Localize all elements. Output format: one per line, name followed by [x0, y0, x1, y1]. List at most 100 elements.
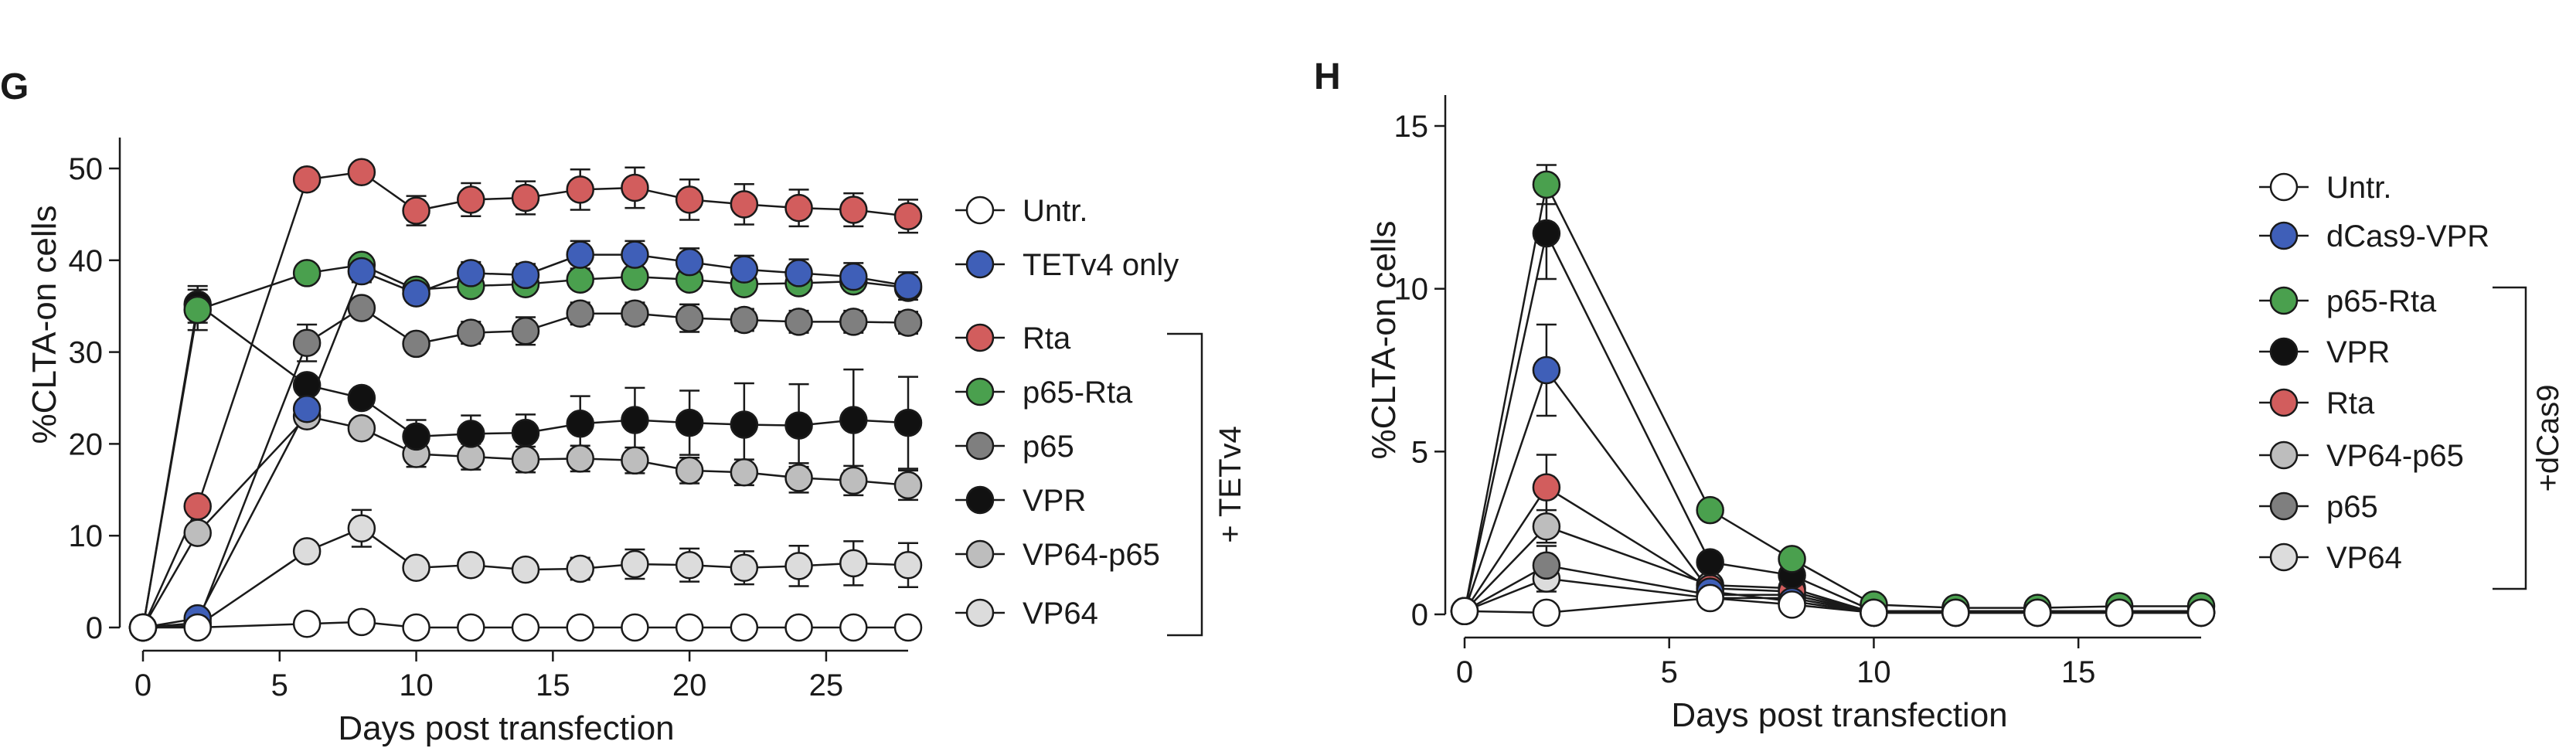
data-point [675, 247, 704, 277]
series-line [1464, 525, 2201, 614]
data-point [1532, 598, 1561, 627]
data-point [621, 549, 649, 579]
data-point [730, 305, 759, 335]
y-tick-label: 50 [69, 152, 104, 186]
data-point [566, 299, 594, 328]
group-label: +dCas9 [2531, 385, 2565, 492]
panel-h: H %CLTA-on cells Days post transfection … [1314, 56, 2565, 734]
data-point [402, 279, 430, 308]
legend-marker [965, 539, 995, 569]
data-point [621, 446, 649, 475]
data-point [183, 295, 212, 325]
legend-marker [2269, 542, 2299, 572]
data-point [183, 613, 212, 642]
data-point [347, 383, 376, 413]
data-point [2023, 598, 2052, 627]
legend-marker [965, 323, 995, 352]
y-axis-label: %CLTA-on cells [26, 206, 63, 444]
x-tick-label: 10 [399, 668, 434, 702]
legend-marker [965, 485, 995, 515]
data-point [839, 262, 868, 291]
y-tick-label: 0 [86, 611, 103, 645]
x-tick-label: 15 [536, 668, 570, 702]
y-tick-label: 30 [69, 336, 104, 370]
data-point [457, 613, 485, 642]
x-tick-label: 5 [1661, 655, 1678, 689]
data-point [457, 259, 485, 287]
legend-label: Rta [2326, 386, 2375, 420]
legend-label: p65-Rta [1023, 376, 1133, 410]
plot-area [1450, 164, 2216, 627]
axes: 0 5 10 15 0 5 10 15 [1394, 95, 2201, 689]
legend-label: VP64 [2326, 541, 2402, 575]
data-point [511, 183, 540, 213]
data-point [566, 410, 594, 438]
series-line [1463, 230, 2201, 613]
legend-marker [2269, 337, 2299, 366]
x-tick-label: 0 [1456, 655, 1473, 689]
data-point [893, 271, 923, 301]
data-point [457, 550, 485, 580]
data-point [839, 613, 868, 642]
data-point [675, 185, 704, 214]
y-tick-label: 10 [69, 519, 104, 553]
data-point [784, 464, 813, 492]
data-point [1696, 583, 1724, 613]
data-point [893, 471, 923, 500]
data-point [1532, 512, 1561, 541]
data-point [839, 196, 868, 224]
legend-label: TETv4 only [1023, 248, 1179, 282]
legend-label: Rta [1023, 321, 1071, 355]
group-bracket [2493, 286, 2527, 590]
x-axis-label: Days post transfection [1671, 696, 2007, 734]
group-bracket [1167, 332, 1203, 637]
x-tick-label: 15 [2061, 655, 2096, 689]
data-point [730, 255, 759, 284]
data-point [2186, 598, 2216, 627]
legend: Untr. dCas9-VPR p65-Rta VPR Rta VP64-p65 p65 VP… [2259, 171, 2489, 575]
data-point [621, 240, 649, 269]
data-point [675, 613, 704, 642]
data-point [183, 491, 212, 521]
legend-label: VPR [1023, 484, 1086, 518]
data-point [621, 613, 649, 642]
legend-marker [2269, 221, 2299, 250]
data-point [893, 308, 923, 337]
x-tick-label: 0 [134, 668, 151, 702]
series-line [1463, 368, 2201, 614]
data-point [675, 550, 704, 580]
data-point [1778, 545, 1806, 573]
data-point [402, 553, 430, 583]
data-point [839, 466, 868, 495]
data-point [402, 196, 430, 225]
legend: Untr. TETv4 only Rta p65-Rta p65 VPR VP64-p65 V… [955, 194, 1179, 631]
y-tick-label: 5 [1411, 435, 1428, 469]
data-point [1696, 548, 1724, 576]
data-point [1450, 597, 1479, 626]
legend-label: VP64-p65 [1023, 538, 1160, 572]
x-tick-label: 20 [672, 668, 707, 702]
data-point [511, 260, 540, 290]
legend-label: VPR [2326, 335, 2390, 369]
data-point [730, 190, 759, 219]
data-point [1532, 551, 1561, 580]
legend-marker [2269, 388, 2299, 417]
panel-letter: H [1314, 56, 1341, 97]
data-point [347, 294, 376, 322]
data-point [402, 329, 430, 359]
data-point [347, 158, 376, 187]
data-point [839, 406, 868, 434]
y-axis-label: %CLTA-on cells [1365, 221, 1403, 460]
data-point [1696, 495, 1724, 525]
data-point [457, 318, 485, 347]
data-point [784, 259, 813, 287]
data-point [784, 308, 813, 336]
x-tick-label: 5 [271, 668, 288, 702]
data-point [730, 613, 759, 642]
legend-label: p65 [1023, 430, 1074, 464]
axes: 0 10 20 30 40 50 0 5 10 15 20 25 [69, 138, 908, 702]
data-point [893, 408, 923, 437]
data-point [566, 240, 594, 269]
legend-label: VP64-p65 [2326, 439, 2464, 473]
